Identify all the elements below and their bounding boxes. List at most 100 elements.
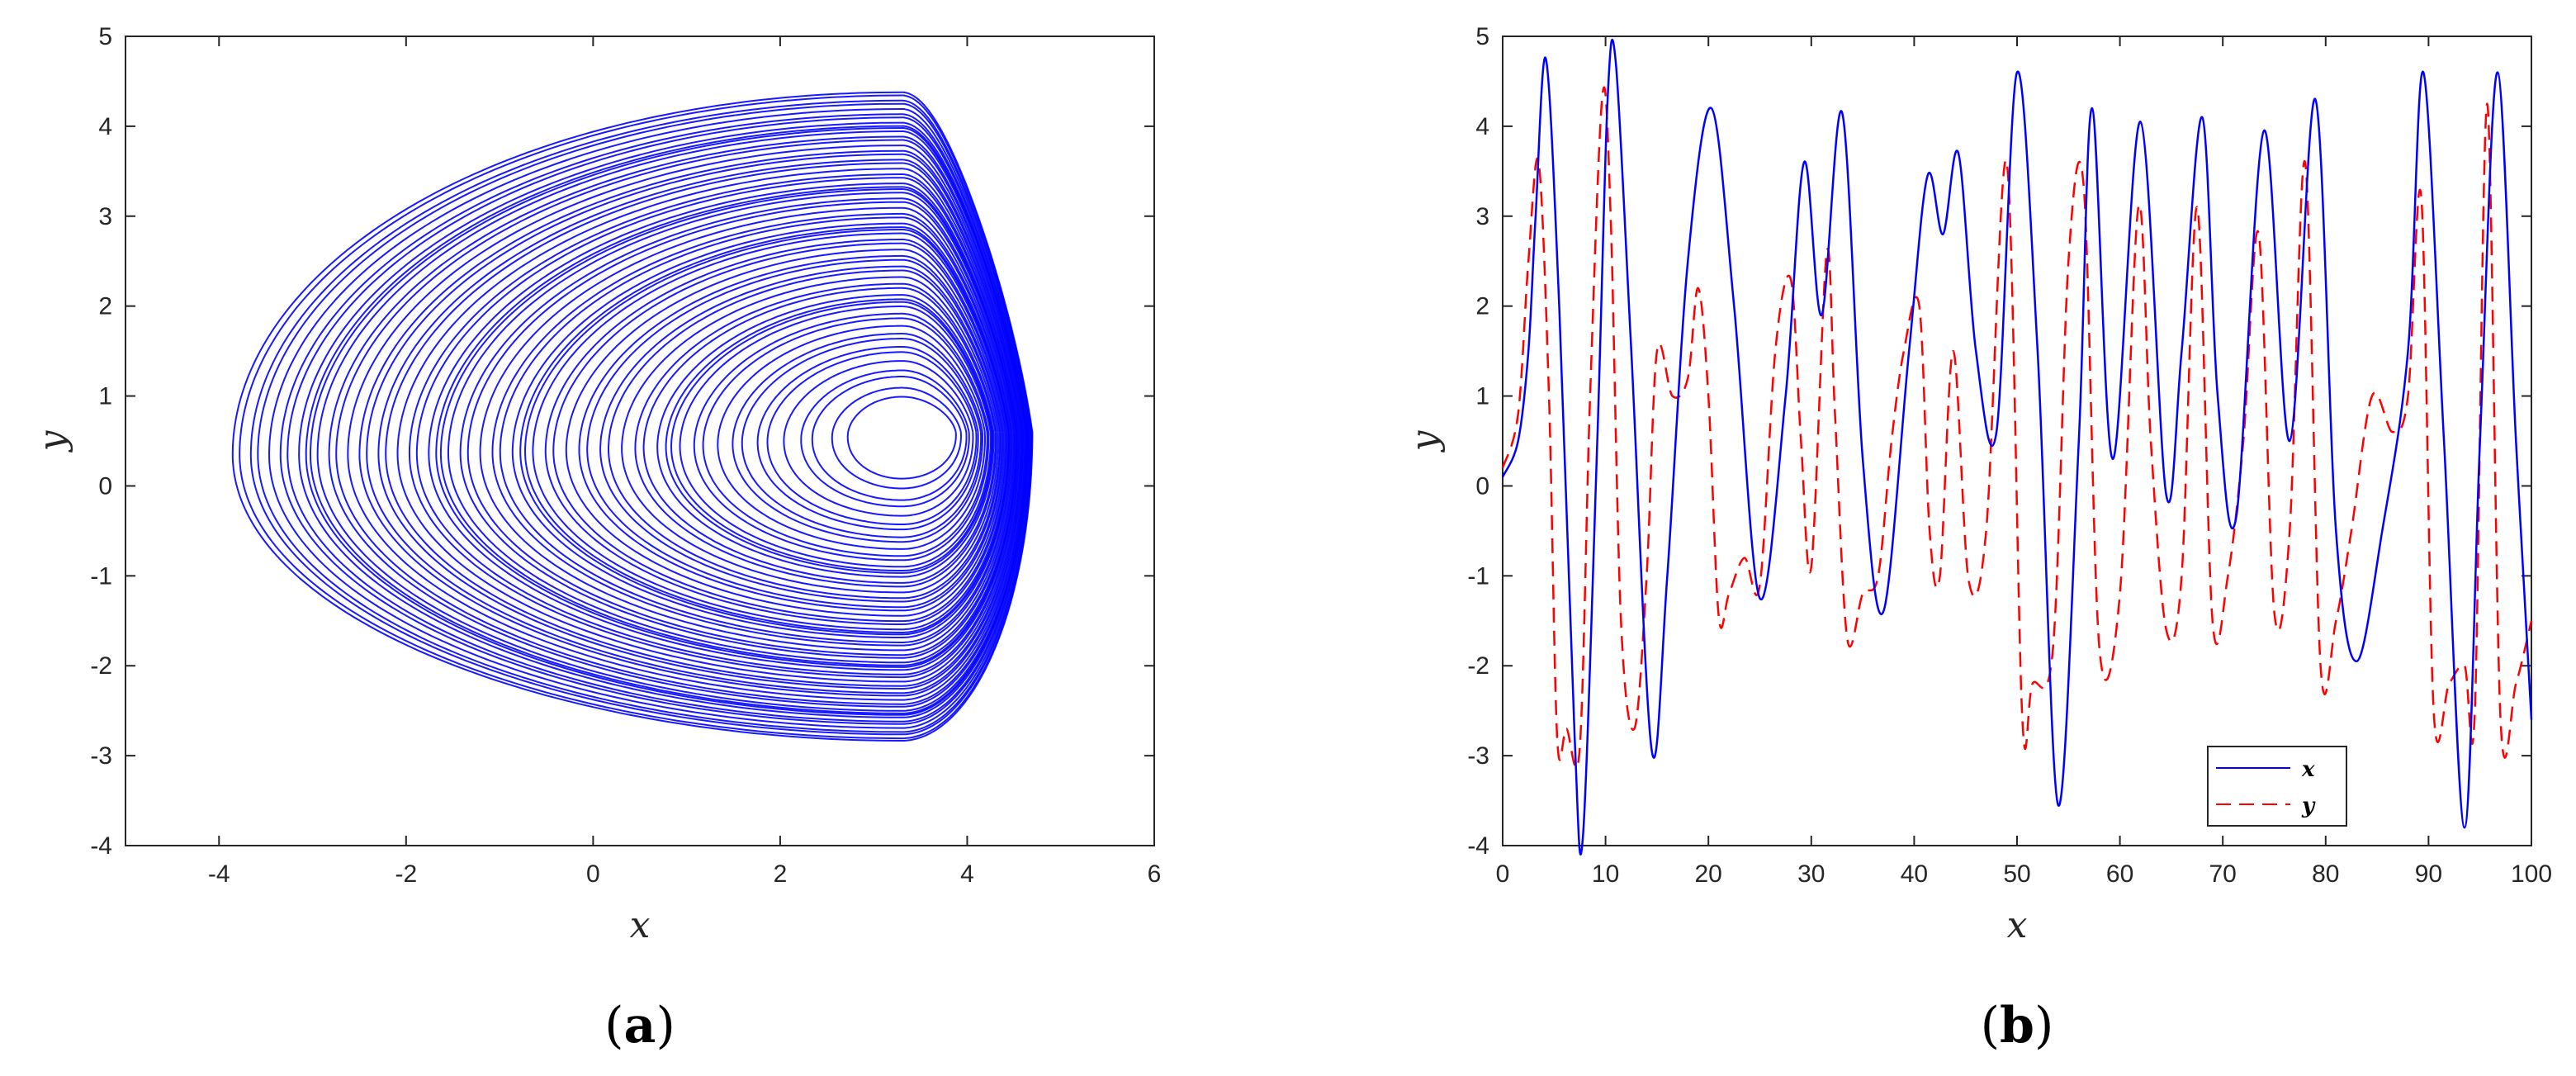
attractor-loop: [377, 159, 1023, 690]
attractor-loop: [439, 187, 1018, 666]
attractor-loop: [607, 269, 1001, 600]
panel-b-y-axis-label: y: [1404, 429, 1446, 453]
attractor-loop: [565, 249, 1006, 617]
y-tick-label: -3: [90, 742, 112, 770]
attractor-loop: [415, 177, 1020, 675]
x-tick-label: 2: [774, 860, 788, 888]
attractor-loop: [599, 265, 1002, 603]
attractor-loop: [231, 91, 1034, 742]
attractor-loop: [249, 99, 1032, 736]
attractor-loop: [459, 197, 1016, 659]
x-tick-label: 0: [1496, 860, 1510, 888]
y-tick-label: 2: [98, 293, 112, 320]
attractor-loop: [783, 360, 974, 517]
panel-a-x-axis-label: x: [630, 904, 651, 946]
x-tick-label: 50: [2003, 860, 2030, 888]
x-tick-label: 20: [1695, 860, 1722, 888]
y-tick-label: 1: [1475, 383, 1489, 410]
attractor-loop: [286, 116, 1030, 723]
y-tick-label: 4: [98, 113, 112, 140]
y-tick-label: 3: [1475, 203, 1489, 230]
attractor-loop: [717, 325, 986, 550]
attractor-loop: [268, 108, 1031, 729]
attractor-loop: [732, 333, 983, 543]
panel-a: -4 -2 0 2 4 6 -4 -3 -2 -1 0 1 2 3 4 5 x y (a): [31, 23, 1161, 1055]
x-tick-label: 6: [1148, 860, 1162, 888]
panel-a-series: [231, 91, 1034, 742]
y-tick-label: 1: [98, 383, 112, 410]
x-tick-label: 4: [960, 860, 974, 888]
x-tick-label: 70: [2209, 860, 2237, 888]
attractor-loop: [335, 139, 1026, 705]
attractor-loop: [656, 294, 995, 578]
panel-b: 0 10 20 30 40 50 60 70 80 90 100 -4 -3 -2 -1 0 1 2 3 4 5 x …: [1404, 23, 2552, 1055]
attractor-loop: [741, 338, 983, 538]
attractor-loop: [328, 135, 1026, 708]
attractor-loop: [358, 149, 1025, 697]
attractor-loop: [586, 258, 1003, 609]
attractor-loop: [523, 229, 1010, 634]
attractor-loop: [396, 168, 1021, 683]
attractor-loop: [519, 226, 1011, 636]
y-tick-label: -4: [90, 832, 112, 860]
x-tick-label: 0: [586, 860, 600, 888]
x-tick-label: 30: [1797, 860, 1825, 888]
x-tick-label: 60: [2106, 860, 2133, 888]
y-tick-label: 2: [1475, 293, 1489, 320]
panel-b-plot-area: [1502, 36, 2532, 846]
attractor-loop: [447, 192, 1017, 664]
y-tick-label: -1: [1467, 562, 1489, 590]
attractor-loop: [366, 153, 1024, 694]
attractor-loop: [279, 113, 1030, 725]
attractor-loop: [766, 351, 978, 525]
panel-a-caption: (a): [604, 997, 675, 1055]
y-tick-label: -1: [90, 562, 112, 590]
panel-a-y-ticks: -4 -3 -2 -1 0 1 2 3 4 5: [90, 23, 1154, 860]
attractor-loop: [532, 232, 1009, 631]
attractor-loop: [800, 369, 970, 508]
attractor-loop: [385, 162, 1022, 687]
attractor-loop: [257, 102, 1032, 733]
legend-label-y: y: [2301, 794, 2316, 818]
panel-b-legend: x y: [2207, 746, 2347, 827]
attractor-loop: [298, 121, 1029, 718]
attractor-loop: [544, 239, 1008, 625]
attractor-loop: [693, 312, 990, 562]
attractor-loop: [466, 201, 1016, 657]
panel-a-y-axis-label: y: [31, 429, 73, 453]
attractor-loop: [679, 305, 992, 568]
panel-b-x-axis-label: x: [2007, 904, 2028, 946]
attractor-loop: [665, 298, 994, 574]
attractor-loop: [305, 125, 1029, 716]
y-tick-label: -4: [1467, 832, 1489, 860]
panel-b-caption: (b): [1981, 997, 2054, 1055]
attractor-loop: [239, 94, 1033, 740]
attractor-loop: [670, 301, 993, 571]
attractor-loop: [435, 186, 1018, 668]
x-tick-label: 80: [2312, 860, 2339, 888]
attractor-loop: [408, 173, 1020, 679]
attractor-loop: [634, 282, 997, 588]
attractor-loop: [621, 276, 999, 594]
attractor-loop: [552, 242, 1007, 623]
x-tick-label: -4: [208, 860, 230, 888]
legend-box: [2207, 746, 2347, 827]
attractor-loop: [479, 206, 1014, 652]
panel-a-x-ticks: -4 -2 0 2 4 6: [208, 36, 1161, 888]
attractor-loop: [642, 287, 997, 584]
attractor-loop: [491, 212, 1013, 647]
y-tick-label: 4: [1475, 113, 1489, 140]
panel-b-x-ticks: 0 10 20 30 40 50 60 70 80 90 100: [1496, 36, 2552, 888]
y-tick-label: -2: [90, 652, 112, 680]
panel-b-y-ticks: -4 -3 -2 -1 0 1 2 3 4 5: [1467, 23, 2531, 860]
series-line-y: [1501, 86, 2533, 769]
attractor-loop: [811, 376, 968, 501]
attractor-loop: [347, 145, 1025, 701]
series-line-x: [1501, 38, 2533, 856]
y-tick-label: 0: [98, 472, 112, 500]
attractor-loop: [499, 216, 1012, 644]
attractor-loop: [702, 317, 988, 557]
attractor-loop: [756, 345, 979, 531]
x-tick-label: 90: [2415, 860, 2442, 888]
